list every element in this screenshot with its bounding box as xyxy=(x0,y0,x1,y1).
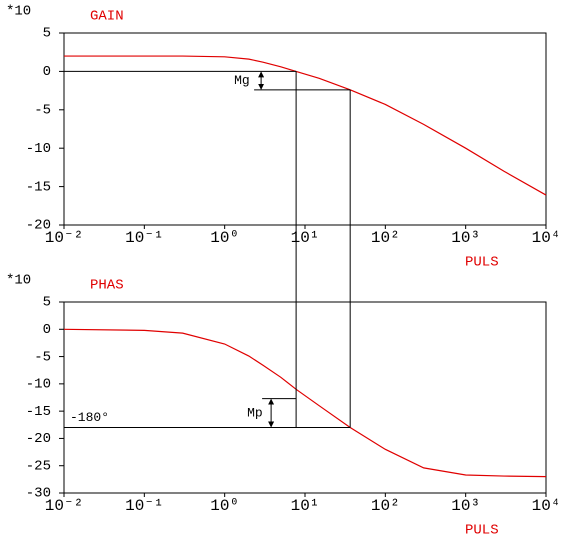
x-axis-label: PULS xyxy=(465,255,499,271)
y-axis-label: *10 xyxy=(6,273,31,289)
reference-label: -180° xyxy=(70,410,109,425)
curve xyxy=(63,328,547,478)
x-tick-label: 10² xyxy=(371,497,400,515)
y-tick-label: -30 xyxy=(26,486,51,502)
x-tick-label: 10⁻¹ xyxy=(125,229,163,247)
y-tick-label: -15 xyxy=(26,404,51,420)
y-tick-label: -5 xyxy=(34,349,51,365)
panel-title: PHAS xyxy=(90,278,124,294)
mg-label: Mg xyxy=(234,73,250,88)
x-tick-label: 10⁰ xyxy=(210,229,239,247)
x-tick-label: 10³ xyxy=(451,497,480,515)
y-axis-label: *10 xyxy=(6,4,31,20)
y-tick-label: -10 xyxy=(26,141,51,157)
mp-label: Mp xyxy=(247,405,263,420)
y-tick-label: -20 xyxy=(26,431,51,447)
y-tick-label: 0 xyxy=(43,64,51,80)
plot-frame xyxy=(63,32,547,226)
x-tick-label: 10⁻² xyxy=(45,497,83,515)
y-tick-label: -10 xyxy=(26,377,51,393)
curve xyxy=(64,55,547,196)
x-tick-label: 10² xyxy=(371,229,400,247)
y-tick-label: 5 xyxy=(43,295,51,311)
x-tick-label: 10⁻² xyxy=(45,229,83,247)
x-tick-label: 10⁰ xyxy=(210,497,239,515)
x-tick-label: 10⁴ xyxy=(532,229,561,247)
x-axis-label: PULS xyxy=(465,523,499,539)
x-tick-label: 10³ xyxy=(451,229,480,247)
x-tick-label: 10¹ xyxy=(291,229,320,247)
x-tick-label: 10⁴ xyxy=(532,497,561,515)
y-tick-label: -5 xyxy=(34,103,51,119)
panel-title: GAIN xyxy=(90,9,124,25)
x-tick-label: 10¹ xyxy=(291,497,320,515)
y-tick-label: 0 xyxy=(43,322,51,338)
y-tick-label: 5 xyxy=(43,26,51,42)
y-tick-label: -25 xyxy=(26,458,51,474)
x-tick-label: 10⁻¹ xyxy=(125,497,163,515)
y-tick-label: -15 xyxy=(26,179,51,195)
y-tick-label: -20 xyxy=(26,218,51,234)
